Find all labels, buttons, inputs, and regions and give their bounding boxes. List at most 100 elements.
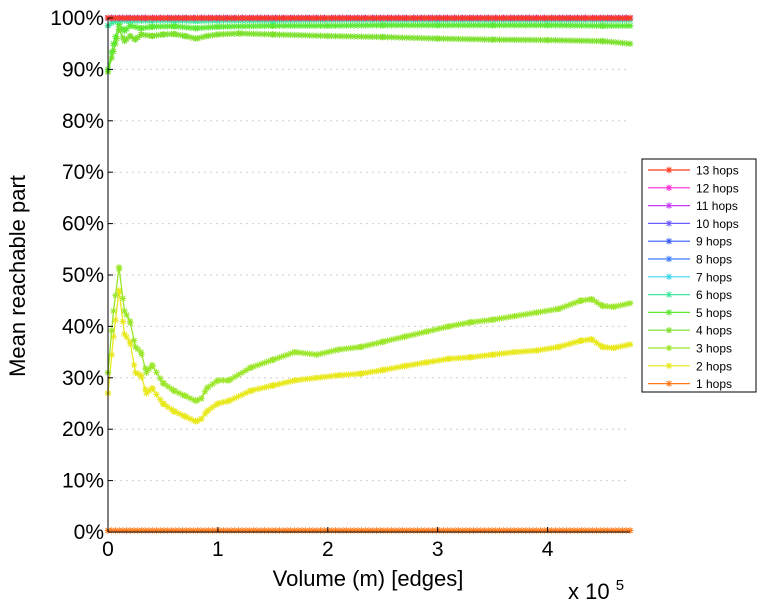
point-2-hops-6 xyxy=(115,288,123,296)
legend-label-7-hops: 7 hops xyxy=(696,270,732,284)
x-tick-label-4: 4 xyxy=(542,538,554,561)
point-3-hops-43 xyxy=(209,381,216,388)
legend-item-5-hops: 5 hops xyxy=(648,306,732,320)
point-3-hops-12 xyxy=(130,337,138,344)
legend-marker-1-hops xyxy=(665,380,673,387)
legend-item-8-hops: 8 hops xyxy=(648,253,732,267)
x-tick-label-3: 3 xyxy=(432,538,444,561)
axes xyxy=(107,17,630,533)
point-4-hops-12 xyxy=(127,33,134,40)
legend-item-2-hops: 2 hops xyxy=(648,359,732,373)
point-5-hops-15 xyxy=(138,24,145,32)
point-3-hops-22 xyxy=(153,369,160,376)
point-2-hops-25 xyxy=(160,400,168,408)
legend-marker-5-hops xyxy=(665,309,673,316)
legend-marker-7-hops xyxy=(665,273,673,280)
legend-label-5-hops: 5 hops xyxy=(696,306,732,320)
legend-item-1-hops: 1 hops xyxy=(648,377,732,391)
legend-label-4-hops: 4 hops xyxy=(696,324,732,338)
point-2-hops-43 xyxy=(209,404,216,411)
y-axis-label: Mean reachable part xyxy=(5,175,30,377)
legend-marker-2-hops xyxy=(665,362,673,369)
legend-marker-4-hops xyxy=(665,327,673,334)
series-4-hops xyxy=(104,26,634,76)
legend-marker-6-hops xyxy=(665,291,673,298)
legend-item-7-hops: 7 hops xyxy=(648,270,732,284)
x-tick-label-0: 0 xyxy=(102,538,114,561)
legend-label-9-hops: 9 hops xyxy=(696,235,732,249)
series-layer xyxy=(104,14,634,534)
point-2-hops-9 xyxy=(123,333,130,341)
point-5-hops-4 xyxy=(112,33,119,40)
y-tick-label-8: 80% xyxy=(62,110,104,133)
series-3-hops xyxy=(104,264,634,405)
legend-label-10-hops: 10 hops xyxy=(696,217,739,231)
series-5-hops xyxy=(104,20,634,73)
point-3-hops-3 xyxy=(110,307,117,315)
y-tick-label-6: 60% xyxy=(62,213,104,236)
legend-label-8-hops: 8 hops xyxy=(696,253,732,267)
point-3-hops-25 xyxy=(160,380,168,387)
grid xyxy=(108,17,630,482)
point-3-hops-8 xyxy=(121,307,128,315)
series-1-hops xyxy=(104,527,634,534)
point-13-hops-142 xyxy=(626,14,634,22)
legend-label-13-hops: 13 hops xyxy=(696,164,739,178)
point-3-hops-105 xyxy=(403,333,410,340)
point-3-hops-26 xyxy=(164,383,171,390)
point-2-hops-177 xyxy=(626,341,634,348)
x-axis-multiplier-base: x 10 xyxy=(568,579,610,600)
point-2-hops-11 xyxy=(127,340,134,348)
point-2-hops-23 xyxy=(157,396,164,403)
point-2-hops-7 xyxy=(119,318,127,325)
point-2-hops-164 xyxy=(589,336,596,344)
legend-item-11-hops: 11 hops xyxy=(648,199,738,213)
series-2-hops xyxy=(104,287,634,425)
point-2-hops-39 xyxy=(198,415,205,423)
series-line-5-hops xyxy=(107,22,630,70)
legend-box xyxy=(641,158,757,393)
series-13-hops xyxy=(104,14,634,22)
point-2-hops-12 xyxy=(130,361,138,369)
legend-item-12-hops: 12 hops xyxy=(648,181,739,195)
legend-item-10-hops: 10 hops xyxy=(648,217,739,231)
point-2-hops-21 xyxy=(149,385,156,393)
point-2-hops-42 xyxy=(205,406,212,414)
y-tick-label-5: 50% xyxy=(62,264,104,287)
x-axis-multiplier: x 10 5 xyxy=(568,577,624,600)
y-tick-label-9: 90% xyxy=(62,58,104,81)
point-3-hops-14 xyxy=(134,345,142,353)
legend-item-4-hops: 4 hops xyxy=(648,324,732,338)
legend-marker-8-hops xyxy=(665,255,673,263)
tick-labels: 0% 10% 20% 30% 40% 50% 60% 70% 80% 90% 100% 0 1 2 3 4 xyxy=(50,7,553,561)
point-3-hops-141 xyxy=(518,311,526,319)
point-2-hops-4 xyxy=(112,316,119,324)
x-tick-label-1: 1 xyxy=(212,538,224,561)
point-3-hops-7 xyxy=(119,295,127,302)
point-3-hops-53 xyxy=(239,369,246,376)
legend-label-12-hops: 12 hops xyxy=(696,181,739,195)
point-2-hops-65 xyxy=(276,380,283,388)
legend-marker-13-hops xyxy=(665,166,673,174)
point-3-hops-2 xyxy=(108,327,115,335)
point-3-hops-177 xyxy=(626,300,634,307)
legend-marker-10-hops xyxy=(665,220,673,227)
legend-item-6-hops: 6 hops xyxy=(648,288,732,302)
legend-label-2-hops: 2 hops xyxy=(696,359,732,373)
point-2-hops-149 xyxy=(544,345,552,352)
point-3-hops-18 xyxy=(143,369,150,376)
legend-item-3-hops: 3 hops xyxy=(648,342,732,356)
point-2-hops-26 xyxy=(164,403,171,411)
point-2-hops-165 xyxy=(593,339,600,346)
point-2-hops-120 xyxy=(451,355,458,362)
point-3-hops-21 xyxy=(149,363,156,370)
legend-marker-3-hops xyxy=(665,344,673,352)
point-3-hops-4 xyxy=(112,292,119,299)
y-tick-label-0: 0% xyxy=(74,521,104,544)
y-tick-label-10: 100% xyxy=(50,7,104,30)
point-3-hops-16 xyxy=(138,351,145,358)
point-1-hops-142 xyxy=(626,527,634,534)
legend-marker-12-hops xyxy=(665,184,673,191)
y-tick-label-4: 40% xyxy=(62,315,104,338)
